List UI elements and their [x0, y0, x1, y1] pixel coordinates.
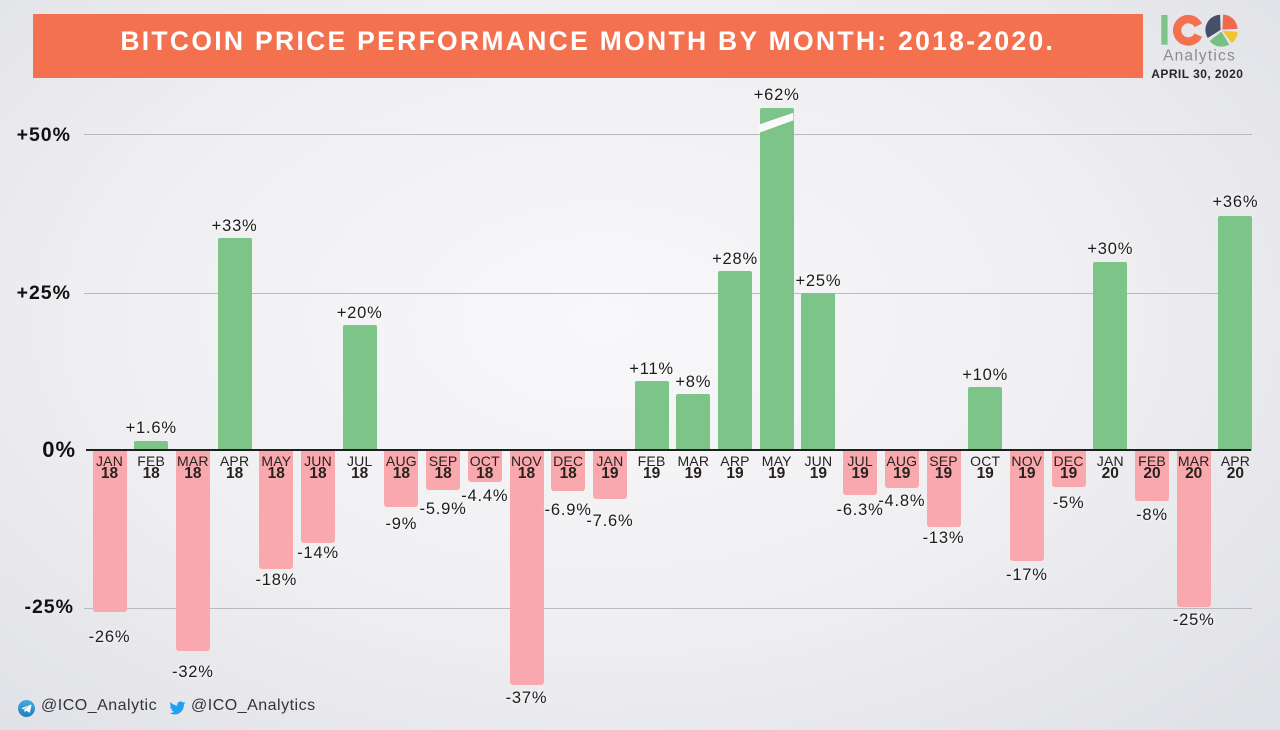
svg-text:Analytics: Analytics	[1163, 48, 1236, 65]
svg-text:APRIL 30, 2020: APRIL 30, 2020	[1151, 67, 1243, 81]
